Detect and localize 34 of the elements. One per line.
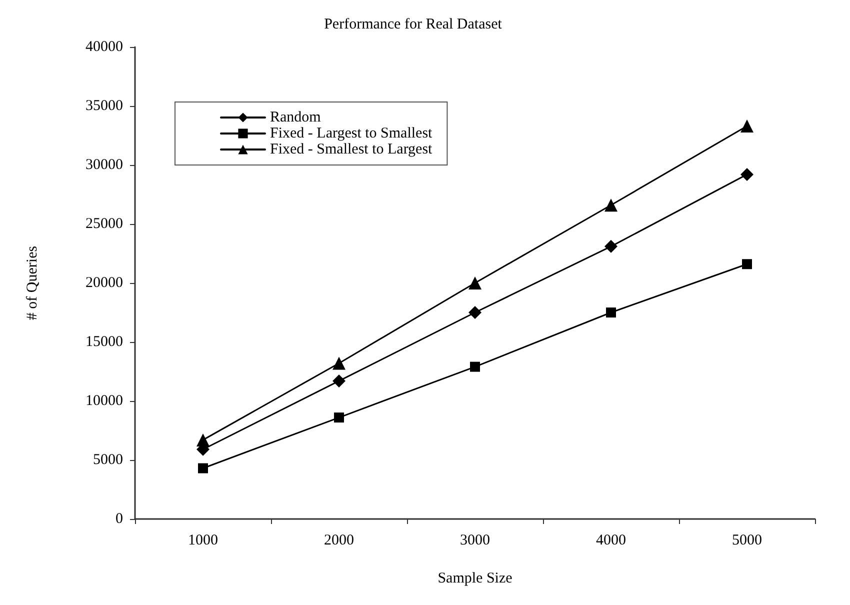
y-tick-label: 5000	[93, 452, 123, 468]
legend-label: Fixed - Largest to Smallest	[270, 126, 434, 142]
chart-title: Performance for Real Dataset	[324, 16, 503, 32]
point	[740, 120, 754, 133]
point	[606, 308, 616, 318]
legend-label: Random	[270, 110, 322, 126]
y-tick-label: 35000	[86, 98, 123, 114]
point	[332, 374, 346, 388]
x-tick-label: 4000	[596, 532, 626, 548]
x-tick-label: 2000	[324, 532, 354, 548]
point	[604, 198, 618, 212]
y-tick-label: 0	[116, 511, 123, 527]
y-tick-label: 25000	[86, 216, 123, 232]
point	[334, 412, 344, 423]
point	[468, 276, 482, 290]
point	[740, 168, 754, 181]
x-tick-label: 1000	[188, 532, 218, 548]
point	[196, 433, 210, 446]
y-tick-label: 15000	[86, 334, 123, 350]
point	[198, 463, 208, 474]
point	[742, 259, 752, 270]
x-tick-label: 3000	[460, 532, 490, 548]
legend-label: Fixed - Smallest to Largest	[270, 142, 434, 158]
x-tick-label: 5000	[732, 532, 762, 548]
x-axis-title: Sample Size	[438, 570, 513, 586]
y-tick-label: 10000	[86, 393, 123, 409]
y-axis-title: # of Queries	[24, 246, 40, 320]
point	[470, 362, 480, 372]
y-tick-label: 30000	[86, 157, 123, 173]
y-tick-label: 40000	[86, 39, 123, 55]
point	[604, 240, 618, 253]
point	[468, 306, 482, 319]
point	[332, 356, 346, 370]
y-tick-label: 20000	[86, 275, 123, 291]
